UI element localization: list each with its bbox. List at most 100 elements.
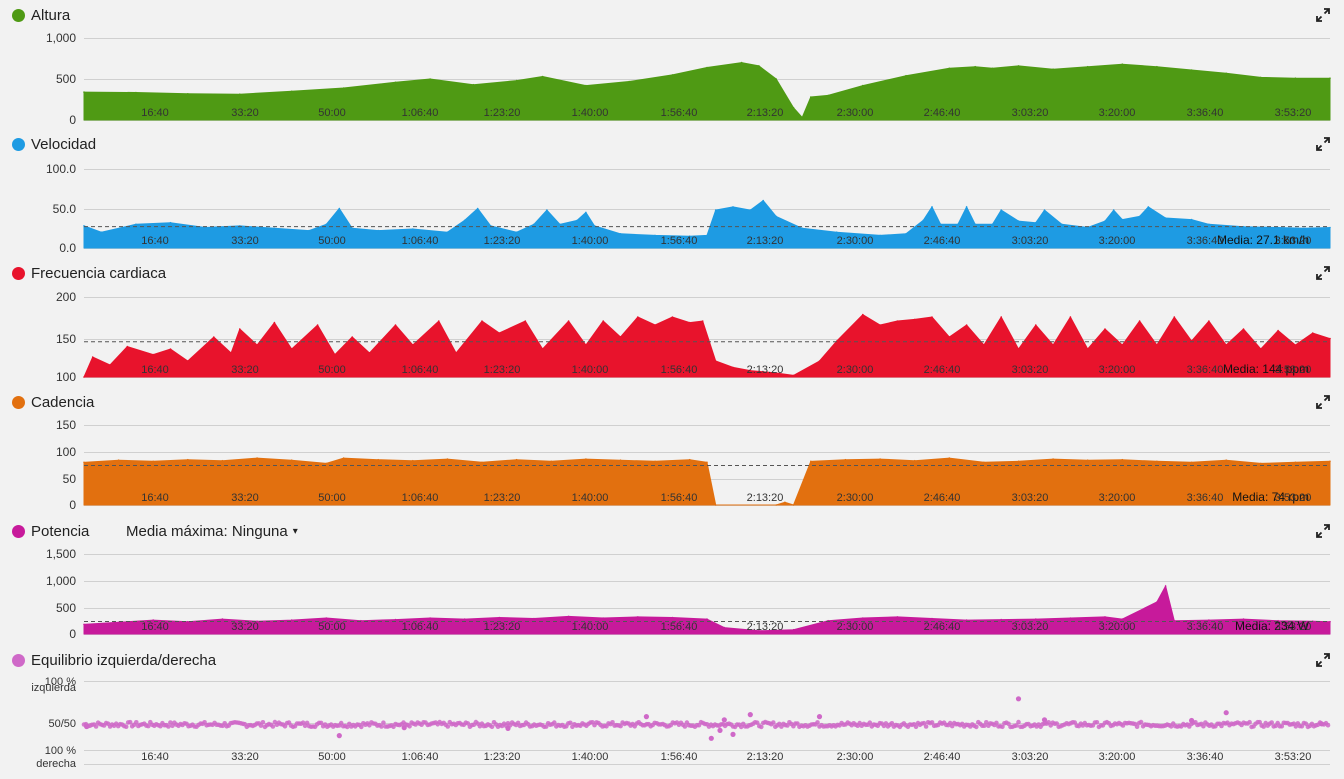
y-tick-label: 1,000 <box>46 31 76 45</box>
expand-icon[interactable] <box>1316 8 1330 22</box>
data-point <box>152 619 154 621</box>
data-point <box>381 720 386 725</box>
data-point <box>619 233 622 235</box>
data-point <box>1325 722 1331 728</box>
expand-icon[interactable] <box>1316 524 1330 538</box>
chart-plot: 100.0 50.0 0.0 Media: 27.1 km/h 16:40 33:20 50… <box>46 162 1331 255</box>
x-tick-label: 33:20 <box>231 751 259 763</box>
x-tick-label: 1:40:00 <box>572 107 609 119</box>
data-point <box>1294 344 1297 346</box>
data-point <box>258 723 264 728</box>
data-point <box>568 720 573 726</box>
data-point <box>146 723 151 729</box>
max-average-dropdown[interactable]: Media máxima: Ninguna ▾ <box>126 521 298 541</box>
data-point <box>1121 458 1124 461</box>
x-tick-label: 1:23:20 <box>484 751 521 763</box>
x-tick-label: 3:36:40 <box>1187 751 1224 763</box>
data-point <box>991 67 994 70</box>
data-point <box>585 344 587 346</box>
x-tick-label: 50:00 <box>318 751 346 763</box>
data-point <box>1277 226 1279 229</box>
x-tick-label: 2:46:40 <box>924 364 961 376</box>
x-tick-label: 1:40:00 <box>572 751 609 763</box>
x-tick-label: 1:23:20 <box>484 235 521 247</box>
chart-title-text: Equilibrio izquierda/derecha <box>31 651 217 669</box>
data-point <box>260 720 266 725</box>
data-point <box>1329 226 1331 229</box>
data-point <box>775 504 777 506</box>
data-point <box>1094 720 1100 725</box>
x-tick-label: 1:06:40 <box>402 364 439 376</box>
x-tick-label: 50:00 <box>318 235 346 247</box>
data-point <box>862 617 864 619</box>
x-tick-label: 2:13:20 <box>747 364 784 376</box>
data-point <box>476 207 479 210</box>
x-tick-label: 3:03:20 <box>1012 492 1049 504</box>
x-tick-label: 3:20:00 <box>1099 364 1136 376</box>
data-point <box>721 717 727 723</box>
y-tick-label: 0 <box>69 627 76 641</box>
series-area <box>83 62 1331 121</box>
data-point <box>801 116 803 119</box>
x-tick-label: 2:13:20 <box>747 492 784 504</box>
data-point <box>836 231 838 233</box>
data-point <box>706 461 708 464</box>
data-point <box>701 320 704 322</box>
series-color-dot <box>12 524 25 538</box>
expand-icon[interactable] <box>1316 653 1330 667</box>
x-tick-label: 2:13:20 <box>747 621 784 633</box>
mean-label: Media: 144 ppm <box>1223 362 1309 376</box>
data-point <box>308 229 310 232</box>
x-tick-label: 1:06:40 <box>402 235 439 247</box>
data-point <box>771 720 776 725</box>
x-tick-label: 3:20:00 <box>1099 235 1136 247</box>
data-point <box>187 458 189 461</box>
data-point <box>1208 223 1210 226</box>
data-point <box>1121 618 1124 620</box>
data-point <box>747 712 753 718</box>
data-point <box>126 345 129 348</box>
data-point <box>844 458 847 461</box>
data-point <box>654 460 656 463</box>
x-tick-label: 1:06:40 <box>402 621 439 633</box>
data-point <box>83 623 85 626</box>
data-point <box>379 724 384 729</box>
x-tick-label: 2:13:20 <box>747 107 784 119</box>
data-point <box>775 372 777 374</box>
x-tick-label: 2:30:00 <box>837 107 874 119</box>
x-tick-label: 3:53:20 <box>1275 621 1312 633</box>
x-tick-label: 2:30:00 <box>837 364 874 376</box>
data-point <box>982 723 987 728</box>
data-point <box>1104 328 1106 330</box>
y-tick-label: 1,500 <box>46 547 76 561</box>
data-point <box>134 720 139 725</box>
data-point <box>290 348 293 350</box>
chart-plot: 150 100 50 0 Media: 74 rpm 16:40 33:20 50:00 1:0… <box>56 418 1331 512</box>
chart-plot: 1,000 500 0 16:40 33:20 50:00 1:06:40 1:23:20 1:… <box>46 31 1331 127</box>
data-point <box>336 733 342 739</box>
chart-title-text: Potencia <box>31 522 90 540</box>
expand-icon[interactable] <box>1316 137 1330 151</box>
y-tick-label: derecha <box>36 758 77 770</box>
data-point <box>827 94 829 97</box>
data-point <box>671 74 674 76</box>
series-color-dot <box>12 266 25 280</box>
data-point <box>455 352 457 354</box>
data-point <box>407 724 412 729</box>
data-point <box>1104 220 1106 222</box>
data-point <box>913 459 916 462</box>
expand-icon[interactable] <box>1316 266 1330 280</box>
data-point <box>965 619 968 621</box>
data-point <box>552 720 557 725</box>
expand-icon[interactable] <box>1316 395 1330 409</box>
data-point <box>602 320 604 322</box>
x-tick-label: 50:00 <box>318 492 346 504</box>
data-point <box>1069 316 1072 318</box>
data-point <box>1329 337 1331 340</box>
data-point <box>1017 220 1020 222</box>
data-point <box>922 219 925 222</box>
data-point <box>1190 69 1193 71</box>
data-point <box>351 336 354 338</box>
data-point <box>1190 218 1193 221</box>
data-point <box>931 316 933 318</box>
